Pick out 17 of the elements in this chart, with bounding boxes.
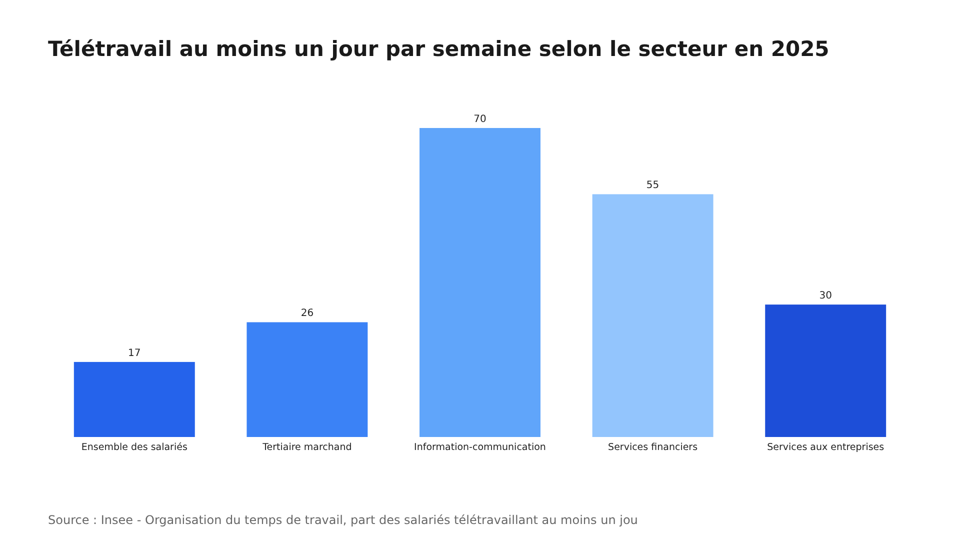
x-tick-label: Information-communication xyxy=(414,442,546,453)
data-label: 55 xyxy=(646,180,660,192)
data-label: 17 xyxy=(128,348,141,359)
bar xyxy=(592,194,714,437)
x-tick-label: Services financiers xyxy=(608,442,698,453)
source-note: Source : Insee - Organisation du temps de travail, part des salariés télétravaillant au moins un jou xyxy=(48,513,638,527)
data-label: 70 xyxy=(474,114,486,125)
x-tick-label: Ensemble des salariés xyxy=(81,442,188,453)
bar xyxy=(74,362,195,437)
x-tick-label: Services aux entreprises xyxy=(767,442,884,453)
bar xyxy=(246,322,368,437)
bar xyxy=(420,128,540,437)
data-label: 26 xyxy=(300,308,314,320)
x-tick-label: Tertiaire marchand xyxy=(262,442,352,453)
bar xyxy=(765,304,886,437)
data-label: 30 xyxy=(819,290,832,302)
chart-title: Télétravail au moins un jour par semaine selon le secteur en 2025 xyxy=(48,37,830,61)
